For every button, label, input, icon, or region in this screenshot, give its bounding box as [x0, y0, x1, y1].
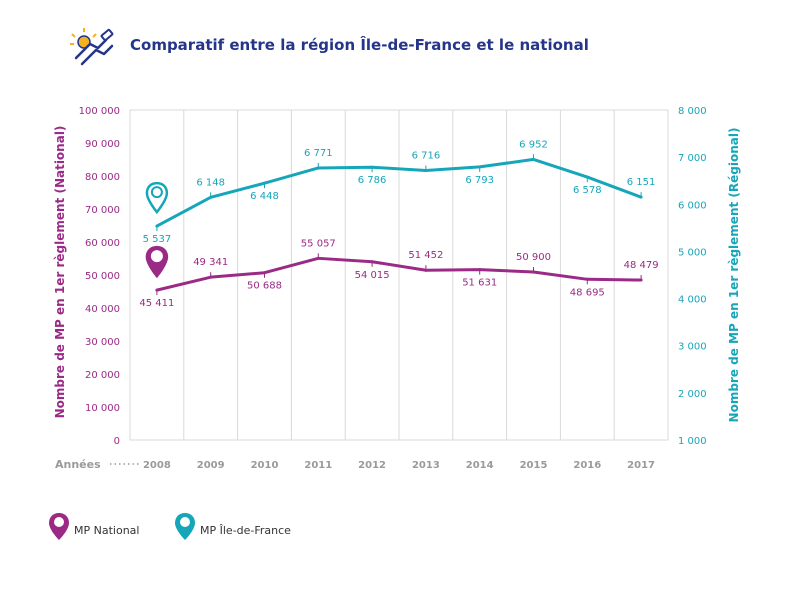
data-label: 6 771	[304, 148, 333, 159]
line-chart: 0 10 000 20 000 30 000 40 000 50 000 60 000 70 …	[53, 106, 741, 471]
y-right-tick-label: 2 000	[678, 389, 707, 400]
map-pin-hole	[150, 250, 163, 263]
y-axis-right-label: Nombre de MP en 1er règlement (Régional)	[727, 128, 741, 423]
y-left-tick-label: 90 000	[85, 139, 120, 150]
y-right-tick-label: 8 000	[678, 106, 707, 117]
data-label: 51 452	[408, 250, 443, 261]
data-label: 5 537	[143, 234, 172, 245]
data-label: 50 900	[516, 252, 551, 263]
x-tick-label: 2011	[304, 460, 332, 471]
y-right-tick-label: 4 000	[678, 295, 707, 306]
data-label: 6 952	[519, 139, 548, 150]
x-tick-label: 2017	[627, 460, 655, 471]
series-group: 45 411 49 341 50 688 55 057 54 015 51 452 51 6…	[139, 139, 658, 309]
y-right-tick-label: 5 000	[678, 247, 707, 258]
y-left-tick-label: 40 000	[85, 304, 120, 315]
x-tick-label: 2016	[573, 460, 601, 471]
chart-header: Comparatif entre la région Île-de-France…	[62, 20, 762, 70]
handshake-icon	[70, 28, 114, 66]
right-axis: 1 000 2 000 3 000 4 000 5 000 6 000 7 000 8 000	[678, 106, 707, 447]
y-left-tick-label: 100 000	[79, 106, 120, 117]
x-tick-label: 2013	[412, 460, 440, 471]
y-left-tick-label: 20 000	[85, 370, 120, 381]
data-label: 50 688	[247, 281, 282, 292]
x-tick-label: 2012	[358, 460, 386, 471]
data-label: 54 015	[355, 270, 390, 281]
y-left-tick-label: 30 000	[85, 337, 120, 348]
data-label: 6 151	[627, 177, 656, 188]
legend-label: MP Île-de-France	[200, 524, 291, 537]
y-left-tick-label: 60 000	[85, 238, 120, 249]
y-left-tick-label: 10 000	[85, 403, 120, 414]
y-right-tick-label: 1 000	[678, 436, 707, 447]
data-label: 6 793	[465, 175, 494, 186]
data-label: 55 057	[301, 238, 336, 249]
data-label: 49 341	[193, 257, 228, 268]
y-left-tick-label: 80 000	[85, 172, 120, 183]
chart-title: Comparatif entre la région Île-de-France…	[130, 36, 589, 54]
y-right-tick-label: 7 000	[678, 153, 707, 164]
x-axis-label: Années	[55, 458, 101, 471]
y-left-tick-label: 50 000	[85, 271, 120, 282]
series-line	[156, 256, 642, 292]
data-label: 45 411	[139, 298, 174, 309]
y-right-tick-label: 3 000	[678, 342, 707, 353]
x-tick-label: 2014	[466, 460, 494, 471]
data-label: 6 716	[412, 151, 441, 162]
data-label: 6 448	[250, 191, 279, 202]
map-pin-icon	[175, 513, 195, 540]
x-axis: 2008 2009 2010 2011 2012 2013 2014 2015 2016 2017	[110, 460, 655, 471]
data-label: 6 786	[358, 175, 387, 186]
x-tick-label: 2008	[143, 460, 171, 471]
legend: MP National MP Île-de-France	[48, 510, 408, 550]
map-pin-icon	[145, 245, 169, 279]
x-tick-label: 2010	[251, 460, 279, 471]
map-pin-icon	[145, 181, 169, 215]
y-right-tick-label: 6 000	[678, 200, 707, 211]
y-axis-left-label: Nombre de MP en 1er règlement (National)	[53, 126, 67, 419]
data-label: 48 695	[570, 287, 605, 298]
map-pin-icon	[49, 513, 69, 540]
x-tick-label: 2015	[520, 460, 548, 471]
series-line	[156, 157, 642, 228]
grid	[129, 109, 669, 441]
legend-label: MP National	[74, 524, 140, 537]
y-left-tick-label: 0	[114, 436, 120, 447]
data-label: 51 631	[462, 278, 497, 289]
data-label: 6 578	[573, 185, 602, 196]
map-pin-hole	[150, 186, 163, 199]
x-tick-label: 2009	[197, 460, 225, 471]
data-label: 6 148	[196, 177, 225, 188]
y-left-tick-label: 70 000	[85, 205, 120, 216]
left-axis: 0 10 000 20 000 30 000 40 000 50 000 60 000 70 …	[79, 106, 120, 447]
data-label: 48 479	[624, 260, 659, 271]
